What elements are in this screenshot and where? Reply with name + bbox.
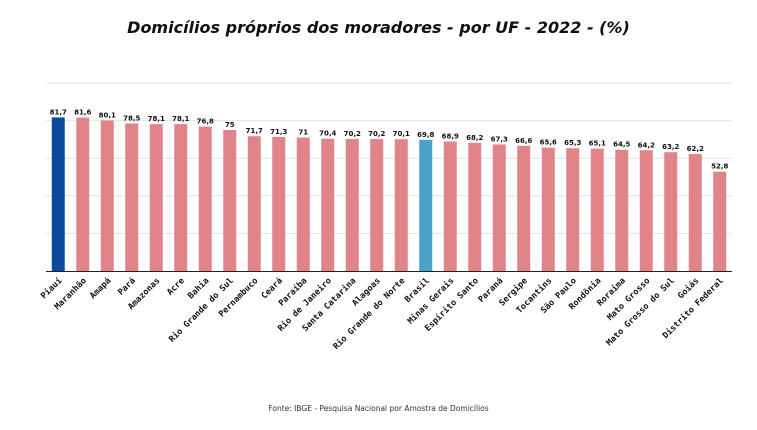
value-label: 62,2 (687, 145, 704, 153)
value-label: 68,2 (466, 134, 483, 142)
category-tick-label: Amapá (88, 276, 113, 301)
value-label: 67,3 (491, 135, 508, 143)
value-label: 70,4 (319, 130, 336, 138)
value-label: 70,1 (393, 130, 410, 138)
bar (51, 117, 65, 272)
value-label: 68,9 (442, 132, 459, 140)
value-label: 71,3 (270, 128, 287, 136)
value-label: 81,7 (50, 108, 67, 116)
value-label: 65,6 (540, 139, 557, 147)
bar (688, 154, 702, 271)
value-label: 64,2 (638, 141, 655, 149)
value-label: 81,6 (74, 109, 91, 117)
value-label: 70,2 (368, 130, 385, 138)
value-label: 71 (298, 129, 308, 137)
bar (149, 124, 163, 271)
value-label: 66,6 (515, 137, 532, 145)
value-label: 78,1 (148, 115, 165, 123)
bar (125, 123, 139, 271)
value-label: 69,8 (417, 131, 434, 139)
bar (468, 142, 482, 271)
bar (296, 137, 310, 271)
bar (443, 141, 457, 271)
source-note: Fonte: IBGE - Pesquisa Nacional por Amos… (268, 404, 489, 413)
value-label: 78,5 (123, 114, 140, 122)
bar (492, 144, 506, 271)
value-label: 76,8 (197, 118, 214, 126)
value-labels: 81,7 81,6 80,1 78,5 78,1 78,1 76,8 75 71,7 71,3 71… (50, 108, 729, 170)
bar (419, 139, 433, 271)
bar (100, 120, 114, 271)
bar (664, 152, 678, 271)
bar (198, 126, 212, 271)
value-label: 63,2 (662, 143, 679, 151)
value-label: 65,1 (589, 140, 606, 148)
value-label: 75 (225, 121, 235, 129)
value-label: 65,3 (564, 139, 581, 147)
bar (223, 130, 237, 271)
value-label: 71,7 (246, 127, 263, 135)
category-tick-label: Pará (116, 276, 138, 298)
value-label: 78,1 (172, 115, 189, 123)
value-label: 70,2 (344, 130, 361, 138)
value-label: 64,5 (613, 141, 630, 149)
category-tick-label: Acre (165, 276, 187, 298)
chart-title: Domicílios próprios dos moradores - por … (127, 18, 630, 37)
bar (272, 136, 286, 271)
bar (370, 139, 384, 271)
bar (174, 124, 188, 271)
bar (76, 117, 90, 271)
bar (713, 171, 727, 271)
bars (51, 117, 727, 272)
grid-lines (46, 82, 732, 234)
bar (615, 149, 629, 271)
bar (590, 148, 604, 271)
bar (517, 145, 531, 271)
bar (639, 150, 653, 271)
bar (566, 148, 580, 271)
bar (247, 136, 261, 271)
bar (345, 139, 359, 271)
value-label: 80,1 (99, 111, 116, 119)
bar (394, 139, 408, 271)
bar (541, 147, 555, 271)
value-label: 52,8 (711, 163, 728, 171)
bar (321, 138, 335, 271)
